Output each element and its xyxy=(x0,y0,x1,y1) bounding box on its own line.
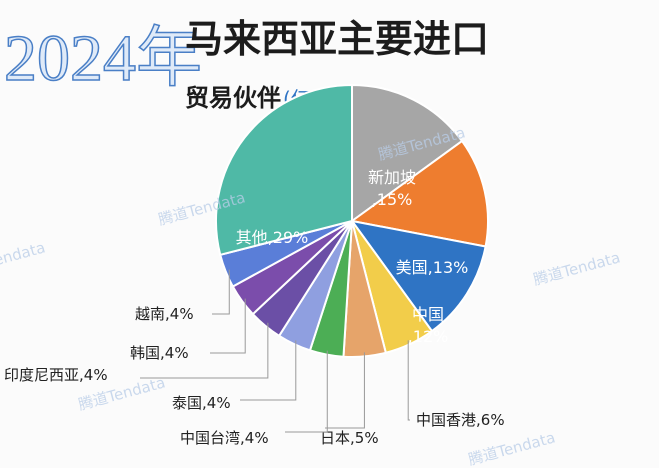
value-label: ,5% xyxy=(350,429,379,447)
title-year: 2024年 xyxy=(4,22,202,95)
data-label: 泰国,4% xyxy=(172,394,231,412)
category-name: 泰国 xyxy=(172,394,202,412)
value-label: ,15% xyxy=(372,190,413,209)
category-name: 美国 xyxy=(396,258,428,277)
category-name: 越南 xyxy=(135,305,165,323)
data-label: 中国香港,6% xyxy=(416,411,505,429)
chart-subtitle: 贸易伙伴 xyxy=(185,84,281,112)
value-label: ,4% xyxy=(165,305,194,323)
pie xyxy=(215,83,489,358)
value-label: ,6% xyxy=(476,411,505,429)
value-label: ,4% xyxy=(79,366,108,384)
data-label: 中国台湾,4% xyxy=(180,429,269,447)
pie-slice xyxy=(215,83,353,257)
data-label: 越南,4% xyxy=(135,305,194,323)
labels: 新加坡,15%美国,13%中国,12%中国香港,6%日本,5%中国台湾,4%泰国… xyxy=(4,168,505,447)
value-label: ,4% xyxy=(202,394,231,412)
data-label: 美国,13% xyxy=(396,258,469,277)
leader-line xyxy=(240,340,297,401)
category-name: 中国 xyxy=(412,305,444,324)
value-label: ,13% xyxy=(428,258,469,277)
category-name: 韩国 xyxy=(130,344,160,362)
data-label: 日本,5% xyxy=(320,429,379,447)
value-label: ,4% xyxy=(160,344,189,362)
pie-slice xyxy=(349,139,489,248)
leader-line xyxy=(210,298,246,354)
pie-slice xyxy=(349,219,487,333)
leader-line xyxy=(285,350,328,433)
leader-line xyxy=(212,269,230,315)
value-label: ,12% xyxy=(408,327,449,346)
category-name: 其他 xyxy=(236,228,268,247)
value-label: ,29% xyxy=(268,228,309,247)
data-label: 中国 ,12% xyxy=(408,305,449,346)
value-label: ,4% xyxy=(240,429,269,447)
data-label: 印度尼西亚,4% xyxy=(4,366,108,384)
category-name: 中国台湾 xyxy=(180,429,240,447)
category-name: 中国香港 xyxy=(416,411,476,429)
category-name: 印度尼西亚 xyxy=(4,366,79,384)
data-label: 新加坡 ,15% xyxy=(368,168,416,209)
leader-line xyxy=(140,322,269,379)
leader-line xyxy=(407,340,410,421)
chart-title: 马来西亚主要进口 xyxy=(185,17,489,61)
pie-slice xyxy=(351,83,464,223)
leader-line xyxy=(325,352,365,429)
data-label: 其他,29% xyxy=(236,228,309,247)
data-label: 韩国,4% xyxy=(130,344,189,362)
category-name: 日本 xyxy=(320,429,350,447)
category-name: 新加坡 xyxy=(368,168,416,187)
